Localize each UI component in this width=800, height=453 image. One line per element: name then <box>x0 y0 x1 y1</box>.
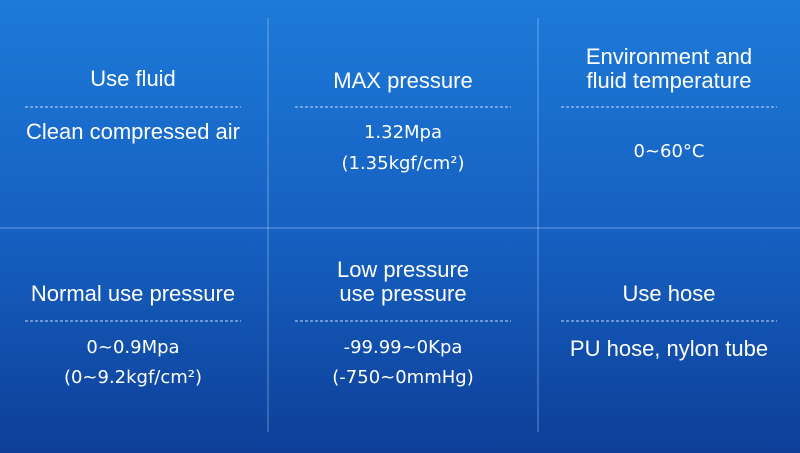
cell-title: fluid temperature <box>586 68 751 93</box>
cell-title: MAX pressure <box>333 68 472 93</box>
cell-value: (1.35kgf/cm²) <box>341 153 464 174</box>
cell-value: Clean compressed air <box>26 119 240 144</box>
cell-title: Environment and <box>586 44 752 69</box>
cell-title: use pressure <box>339 281 466 306</box>
cell-value: 0~0.9Mpa <box>86 337 179 358</box>
cell-title: Use hose <box>623 281 716 306</box>
cell-title: Use fluid <box>90 66 176 91</box>
cell-value: 0~60°C <box>633 141 704 162</box>
cell-title: Normal use pressure <box>31 281 235 306</box>
cell-value: (0~9.2kgf/cm²) <box>64 367 202 388</box>
cell-value: -99.99~0Kpa <box>344 337 463 358</box>
cell-value: 1.32Mpa <box>364 122 442 143</box>
cell-value: (-750~0mmHg) <box>332 367 473 388</box>
cell-title: Low pressure <box>337 257 469 282</box>
cell-value: PU hose, nylon tube <box>570 336 768 361</box>
